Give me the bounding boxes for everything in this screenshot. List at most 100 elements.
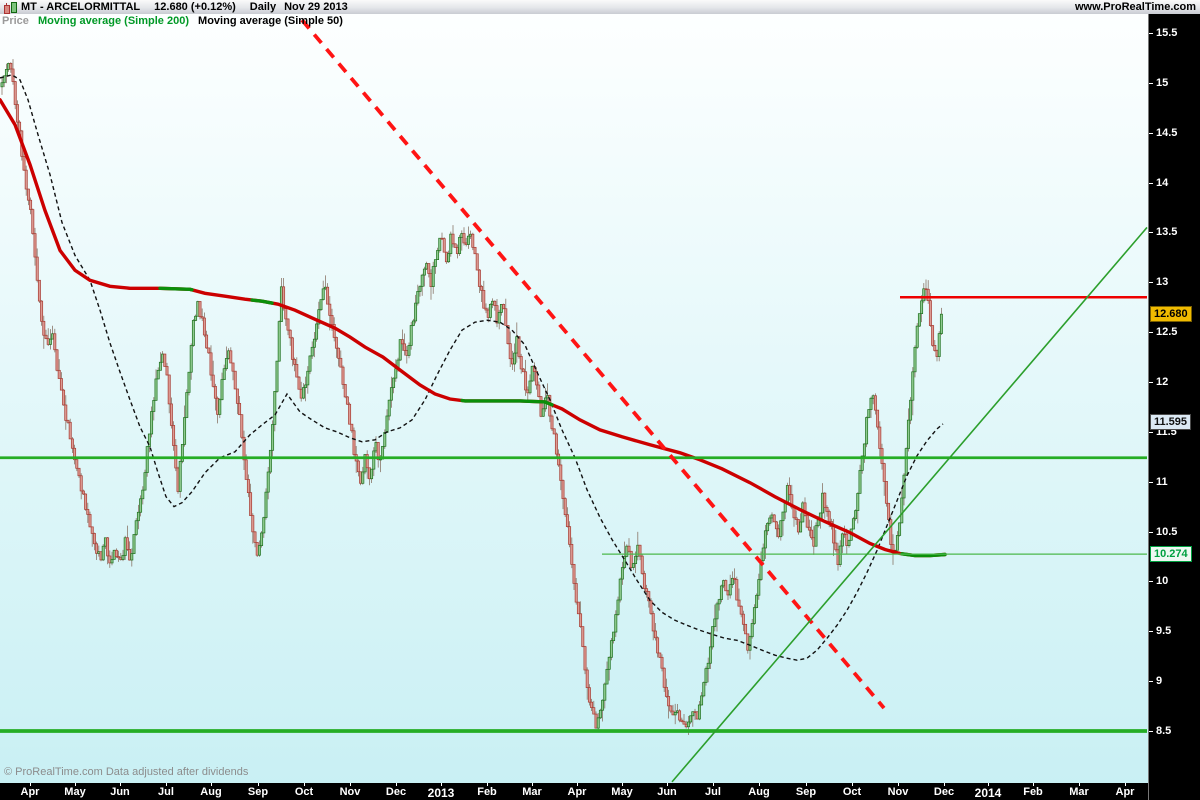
price-tick-label: 13 [1156,276,1169,289]
year-label: 2013 [427,786,455,800]
date-tickmark [806,783,807,786]
date-tickmark [1033,783,1034,786]
ma200-line [0,98,947,558]
year-label: 2014 [974,786,1002,800]
month-label: May [64,786,86,798]
timeframe-label[interactable]: Daily [249,1,277,13]
trendline-descending-resistance-dashed [300,18,886,710]
price-tick-label: 10 [1156,575,1169,588]
month-label: Apr [567,786,587,798]
indicator-legend: Price Moving average (Simple 200) Moving… [2,15,343,27]
month-label: Jun [110,786,130,798]
date-tickmark [898,783,899,786]
date-tickmark [258,783,259,786]
month-label: Oct [294,786,314,798]
price-tickmark [1149,332,1153,334]
title-bar: MT - ARCELORMITTAL 12.680 (+0.12%) Daily… [0,0,1200,15]
date-tickmark [304,783,305,786]
date-tickmark [667,783,668,786]
last-date-label: Nov 29 2013 [284,1,348,13]
price-tick-label: 15.5 [1156,27,1178,39]
date-tickmark [166,783,167,786]
price-tickmark [1149,581,1153,583]
date-tickmark [1079,783,1080,786]
price-tick-label: 10.5 [1156,525,1178,538]
dividends-note: Data adjusted after dividends [105,766,249,778]
ma50-line [0,74,944,661]
price-tickmark [1149,481,1153,483]
ma200-line-rising [250,298,274,305]
date-axis[interactable]: Apr May Jun Jul Aug Sep Oct Nov Dec 2013 Feb Mar Apr… [0,783,1148,800]
date-tickmark [211,783,212,786]
axis-badge-ma50-value: 11.595 [1150,414,1192,431]
date-tickmark [396,783,397,786]
price-tickmark [1149,631,1153,633]
date-tickmark [532,783,533,786]
date-tickmark [487,783,488,786]
legend-price[interactable]: Price [2,15,29,27]
price-tickmark [1149,33,1153,34]
candlestick-chart-icon [3,1,17,14]
month-label: Feb [1023,786,1043,798]
date-tickmark [577,783,578,786]
price-tick-label: 11 [1156,475,1168,488]
price-tickmark [1149,531,1153,533]
price-tick-label: 12.5 [1156,326,1178,339]
website-link[interactable]: www.ProRealTime.com [1074,1,1196,13]
month-label: Apr [1115,786,1135,798]
price-tick-label: 14.5 [1156,126,1178,139]
date-tickmark [759,783,760,786]
copyright-note: © ProRealTime.com Data adjusted after di… [4,766,248,778]
date-tickmark [441,783,442,786]
price-tick-label: 9.5 [1156,625,1172,638]
date-tickmark [988,783,989,786]
price-axis[interactable]: 15.5 15 14.5 14 13.5 13 12.5 12 11.5 11 10.5 10 9.5 9… [1148,14,1200,800]
date-tickmark [622,783,623,786]
price-tick-label: 12 [1156,375,1169,388]
month-label: Nov [887,786,909,798]
price-tickmark [1149,431,1153,433]
month-label: Jun [657,786,677,798]
month-label: Aug [748,786,770,798]
month-label: Mar [1069,786,1089,798]
price-tick-label: 13.5 [1156,226,1178,239]
price-chart-canvas[interactable] [0,14,1148,783]
month-label: Dec [933,786,955,798]
price-tickmark [1149,681,1153,683]
chart-plot-area[interactable]: Price Moving average (Simple 200) Moving… [0,14,1148,783]
price-tickmark [1149,282,1153,284]
last-price-and-change: 12.680 (+0.12%) [154,1,236,13]
month-label: Sep [247,786,269,798]
month-label: Oct [842,786,862,798]
date-tickmark [75,783,76,786]
axis-badge-ma200-value: 10.274 [1150,546,1192,563]
symbol-label: MT - ARCELORMITTAL [21,1,141,13]
price-tickmark [1149,232,1153,234]
ma200-line-rising [158,286,194,292]
date-tickmark [350,783,351,786]
month-label: Nov [339,786,361,798]
month-label: May [611,786,633,798]
month-label: Jul [158,786,174,798]
month-label: Sep [795,786,817,798]
price-tickmark [1149,82,1153,84]
month-label: Aug [200,786,222,798]
candle-bodies [0,63,943,729]
date-tickmark [30,783,31,786]
date-tickmark [852,783,853,786]
ma200-line-rising [460,398,554,407]
price-tick-label: 14 [1156,176,1169,189]
price-tick-label: 8.5 [1156,724,1172,737]
date-tickmark [120,783,121,786]
price-tickmark [1149,182,1153,184]
price-tick-label: 15 [1156,76,1169,89]
axis-badge-last-price: 12.680 [1150,306,1192,323]
legend-ma200[interactable]: Moving average (Simple 200) [37,15,189,27]
legend-ma50[interactable]: Moving average (Simple 50) [198,15,343,27]
price-tickmark [1149,381,1153,383]
copyright-text: © ProRealTime.com [4,766,103,778]
trendline-ascending-support [671,226,1148,783]
price-tickmark [1149,730,1153,732]
month-label: Jul [705,786,721,798]
